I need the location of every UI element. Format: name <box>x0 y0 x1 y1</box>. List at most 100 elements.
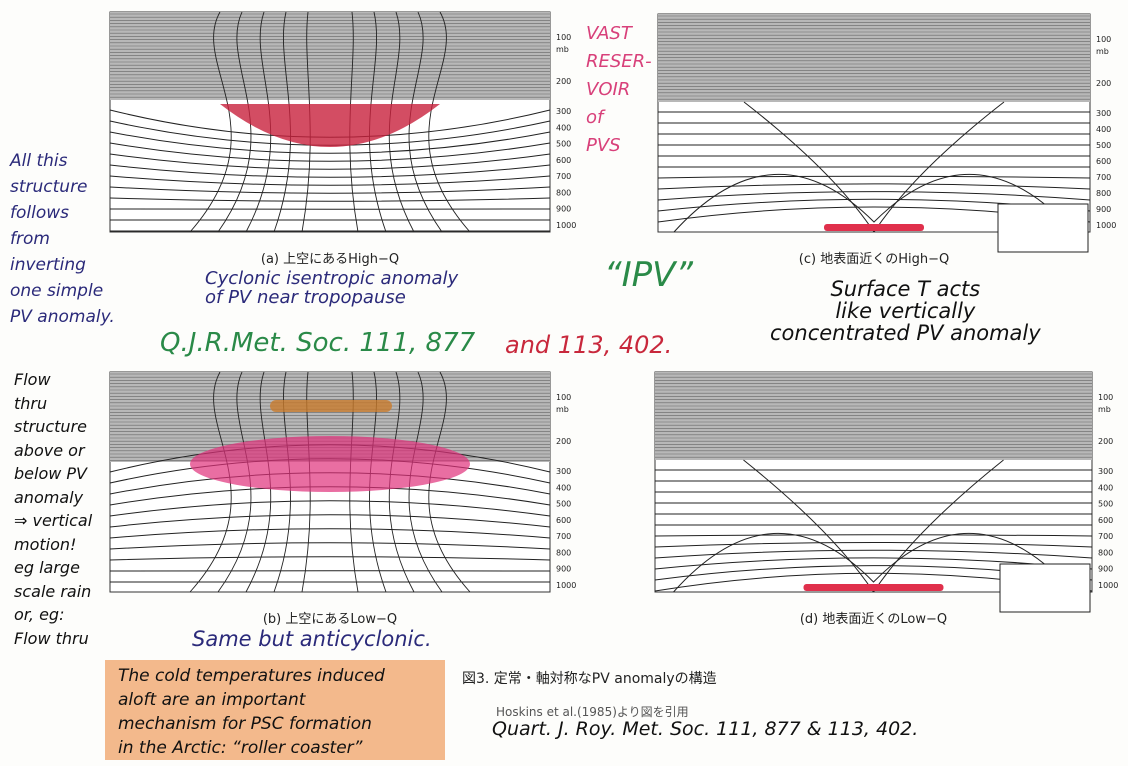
panel-caption: (d) 地表面近くのLow−Q <box>799 612 948 627</box>
wind-contour <box>428 11 471 233</box>
note-line: concentrated PV anomaly <box>770 321 1041 346</box>
pressure-label: 700 <box>556 172 571 181</box>
isentrope <box>109 131 551 154</box>
stratosphere <box>658 14 1090 102</box>
note-line: from <box>10 229 50 249</box>
pv-anomaly <box>803 584 944 591</box>
pressure-label: 400 <box>1098 483 1113 492</box>
isentrope <box>657 175 1091 179</box>
wind-contour <box>388 11 415 233</box>
note-line: The cold temperatures induced <box>118 666 385 686</box>
pressure-label: 100 <box>1096 35 1111 44</box>
note-line: in the Arctic: “roller coaster” <box>118 738 363 758</box>
pressure-label: 900 <box>556 205 571 214</box>
pressure-label: 900 <box>556 565 571 574</box>
isentrope <box>109 514 551 528</box>
pressure-label: mb <box>556 45 569 54</box>
note-line: inverting <box>10 255 86 275</box>
pv-anomaly <box>220 104 440 147</box>
pressure-label: 200 <box>556 77 571 86</box>
pv-anomaly <box>190 436 470 492</box>
note-line: VOIR <box>586 79 631 100</box>
same-note: Same but anticyclonic. <box>192 627 432 651</box>
pressure-label: 900 <box>1098 565 1113 574</box>
pressure-label: 900 <box>1096 205 1111 214</box>
cold-note: The cold temperatures induced aloft are a… <box>118 664 385 760</box>
pressure-label: 500 <box>556 140 571 149</box>
isentrope <box>654 534 1093 537</box>
note-line: structure <box>10 177 88 197</box>
panel: 100 mb 200 300 400 500 600 700 800 900 1000 <box>109 11 576 233</box>
pressure-label: mb <box>1098 405 1111 414</box>
ref-note: and 113, 402. <box>505 331 673 359</box>
isentrope <box>654 542 1093 548</box>
wind-contour <box>349 11 359 233</box>
note-line: mechanism for PSC formation <box>118 714 372 734</box>
note-line: PVS <box>586 135 621 156</box>
note-line: of PV near tropopause <box>205 286 406 308</box>
pressure-label: 100 <box>556 393 571 402</box>
wind-contour <box>245 11 272 233</box>
pressure-label: 800 <box>1096 189 1111 198</box>
pressure-label: 300 <box>556 107 571 116</box>
isentrope <box>109 153 551 170</box>
note-line: motion! <box>14 534 77 554</box>
highlight <box>105 660 445 760</box>
note-line: eg large <box>14 558 80 577</box>
isentrope <box>109 164 551 178</box>
note-line: one simple <box>10 281 104 301</box>
highlight <box>270 400 392 412</box>
pressure-label: mb <box>1096 47 1109 56</box>
figure-title: 図3. 定常・軸対称なPV anomalyの構造 <box>462 671 717 687</box>
wind-contour <box>273 11 291 233</box>
note-line: below PV <box>14 464 87 483</box>
pv-anomaly <box>824 224 924 231</box>
panel-caption: (a) 上空にあるHigh−Q <box>260 252 400 267</box>
note-line: structure <box>14 417 87 436</box>
pressure-label: 100 <box>556 33 571 42</box>
isentrope <box>109 542 551 550</box>
wind-contour <box>673 532 1074 593</box>
pressure-label: mb <box>556 405 569 414</box>
note-line: or, eg: <box>14 605 65 624</box>
figure-source: Hoskins et al.(1985)より図を引用 <box>496 705 689 719</box>
wind-contour <box>301 11 311 233</box>
pressure-label: 300 <box>1096 109 1111 118</box>
note-line: Surface T acts <box>830 277 981 301</box>
wind-contour <box>873 101 1005 233</box>
pressure-label: 600 <box>556 516 571 525</box>
pressure-label: 300 <box>1098 467 1113 476</box>
pressure-label: 800 <box>556 188 571 197</box>
isentrope <box>657 183 1091 190</box>
note-line: like vertically <box>835 299 976 324</box>
panel: 100 mb 200 300 400 500 600 700 800 900 1000 <box>654 371 1118 613</box>
left-note: All this structure follows from inverting one… <box>10 148 115 330</box>
inset <box>997 203 1089 253</box>
panel: 100 mb 200 300 400 500 600 700 800 900 1000 <box>657 13 1116 253</box>
ref-note: Quart. J. Roy. Met. Soc. 111, 877 & 113,… <box>492 718 919 740</box>
isentrope <box>109 197 551 202</box>
note-line: aloft are an important <box>118 690 306 710</box>
pressure-label: 400 <box>1096 125 1111 134</box>
note-line: anomaly <box>14 487 84 507</box>
stratosphere <box>655 372 1092 460</box>
pressure-label: 700 <box>1096 173 1111 182</box>
pressure-label: 800 <box>556 548 571 557</box>
wind-contour <box>408 11 443 233</box>
wind-contour <box>369 11 387 233</box>
isentrope <box>109 556 551 561</box>
pressure-label: 600 <box>556 156 571 165</box>
note-line: scale rain <box>14 581 92 601</box>
panel-caption: (b) 上空にあるLow−Q <box>262 612 398 627</box>
note-line: Cyclonic isentropic anomaly <box>205 268 459 289</box>
isentrope <box>109 142 551 162</box>
panel: 100 mb 200 300 400 500 600 700 800 900 1000 <box>109 371 576 593</box>
stratosphere <box>110 12 550 100</box>
pressure-label: 800 <box>1098 548 1113 557</box>
pressure-label: 200 <box>1096 79 1111 88</box>
pressure-label: 400 <box>556 123 571 132</box>
note-line: follows <box>10 203 69 223</box>
ipv-note: “IPV” <box>604 255 694 295</box>
pressure-label: 500 <box>1096 141 1111 150</box>
